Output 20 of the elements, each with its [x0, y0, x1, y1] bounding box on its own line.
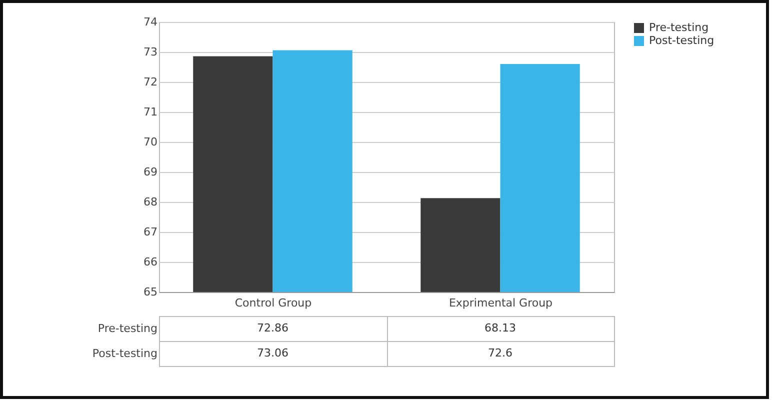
- y-tick-label: 69: [144, 166, 158, 178]
- data-label: 72.86: [257, 322, 288, 334]
- text: Pre-testing: [98, 322, 158, 335]
- legend-label: Pre-testing: [649, 21, 709, 34]
- data-label: 72.6: [488, 346, 512, 360]
- x-tick-label: Exprimental Group: [448, 296, 553, 310]
- y-tick-label: 68: [144, 196, 158, 208]
- y-tick-label: 72: [144, 76, 158, 88]
- y-tick-label: 65: [144, 286, 158, 298]
- y-tick-label: 66: [144, 256, 158, 268]
- text: Post-testing: [92, 347, 158, 360]
- legend-label: Post-testing: [649, 34, 714, 47]
- y-tick-label: 70: [144, 136, 158, 148]
- y-tick-label: 74: [144, 16, 158, 28]
- y-tick-label: 67: [144, 226, 158, 238]
- x-tick-label: Control Group: [234, 296, 312, 310]
- y-tick-label: 73: [144, 46, 158, 58]
- data-label: 68.13: [484, 322, 516, 334]
- y-tick-label: 71: [144, 106, 158, 118]
- data-label: 73.06: [257, 346, 288, 360]
